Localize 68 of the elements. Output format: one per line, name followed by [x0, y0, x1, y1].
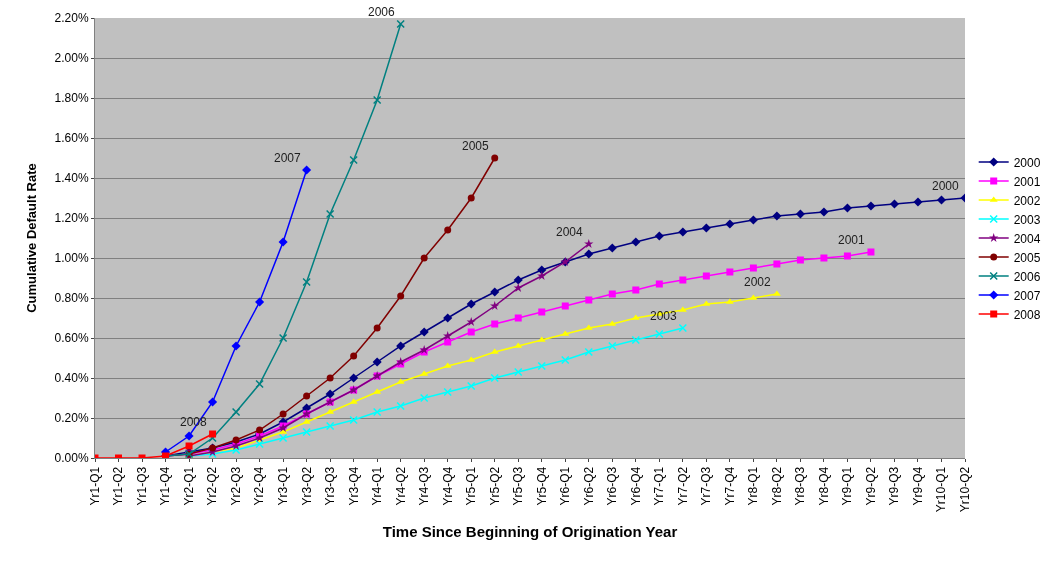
x-tick-label: Yr10-Q1 [934, 466, 949, 513]
x-tick-label: Yr2-Q4 [252, 466, 267, 506]
y-tick-label: 0.40% [54, 371, 89, 386]
x-tick-label: Yr8-Q1 [746, 466, 761, 506]
y-tick-label: 1.60% [54, 131, 89, 146]
x-tick-label: Yr10-Q2 [957, 466, 972, 513]
x-tick-label: Yr5-Q4 [534, 466, 549, 506]
annotation: 2005 [462, 139, 490, 153]
annotation: 2001 [838, 233, 866, 247]
x-tick-label: Yr9-Q1 [840, 466, 855, 506]
x-tick-label: Yr5-Q2 [487, 466, 502, 506]
x-tick-label: Yr4-Q3 [417, 466, 432, 506]
x-tick-label: Yr8-Q3 [793, 466, 808, 506]
x-tick-label: Yr4-Q2 [393, 466, 408, 506]
x-tick-label: Yr4-Q1 [370, 466, 385, 506]
x-tick-label: Yr3-Q2 [299, 466, 314, 506]
legend-label: 2001 [1013, 174, 1041, 189]
x-tick-label: Yr9-Q3 [887, 466, 902, 506]
y-tick-label: 1.00% [54, 251, 89, 266]
annotation: 2000 [932, 179, 960, 193]
y-tick-label: 0.00% [54, 451, 89, 466]
x-tick-label: Yr6-Q3 [605, 466, 620, 506]
x-tick-label: Yr1-Q2 [111, 466, 126, 506]
x-tick-label: Yr1-Q4 [158, 466, 173, 506]
x-tick-label: Yr6-Q4 [628, 466, 643, 506]
annotation: 2007 [274, 151, 302, 165]
x-tick-label: Yr3-Q3 [323, 466, 338, 506]
x-tick-label: Yr9-Q2 [863, 466, 878, 506]
legend-label: 2005 [1013, 250, 1041, 265]
x-tick-label: Yr9-Q4 [910, 466, 925, 506]
x-tick-label: Yr2-Q3 [228, 466, 243, 506]
x-tick-label: Yr6-Q1 [558, 466, 573, 506]
x-tick-label: Yr8-Q4 [816, 466, 831, 506]
x-tick-label: Yr3-Q4 [346, 466, 361, 506]
x-tick-label: Yr7-Q2 [675, 466, 690, 506]
y-tick-label: 0.80% [54, 291, 89, 306]
y-axis-title: Cumulative Default Rate [23, 163, 39, 313]
legend-label: 2006 [1013, 269, 1041, 284]
x-tick-label: Yr5-Q3 [511, 466, 526, 506]
x-tick-label: Yr5-Q1 [464, 466, 479, 506]
x-tick-label: Yr4-Q4 [440, 466, 455, 506]
legend-label: 2000 [1013, 155, 1041, 170]
legend-label: 2002 [1013, 193, 1041, 208]
x-tick-label: Yr7-Q3 [699, 466, 714, 506]
annotation: 2002 [744, 275, 772, 289]
y-tick-label: 1.40% [54, 171, 89, 186]
legend-label: 2007 [1013, 288, 1041, 303]
y-tick-label: 2.00% [54, 51, 89, 66]
y-tick-label: 2.20% [54, 11, 89, 26]
x-tick-label: Yr3-Q1 [276, 466, 291, 506]
x-tick-label: Yr7-Q4 [722, 466, 737, 506]
y-tick-label: 0.20% [54, 411, 89, 426]
legend-label: 2003 [1013, 212, 1041, 227]
x-tick-label: Yr7-Q1 [652, 466, 667, 506]
x-tick-label: Yr6-Q2 [581, 466, 596, 506]
x-tick-label: Yr1-Q1 [87, 466, 102, 506]
x-axis-title: Time Since Beginning of Origination Year [382, 523, 678, 541]
y-tick-label: 0.60% [54, 331, 89, 346]
x-tick-label: Yr1-Q3 [134, 466, 149, 506]
x-tick-label: Yr2-Q1 [181, 466, 196, 506]
x-tick-label: Yr2-Q2 [205, 466, 220, 506]
y-tick-label: 1.20% [54, 211, 89, 226]
legend-label: 2008 [1013, 307, 1041, 322]
annotation: 2004 [556, 225, 584, 239]
annotation: 2006 [368, 5, 396, 19]
legend-label: 2004 [1013, 231, 1041, 246]
x-tick-label: Yr8-Q2 [769, 466, 784, 506]
y-tick-label: 1.80% [54, 91, 89, 106]
